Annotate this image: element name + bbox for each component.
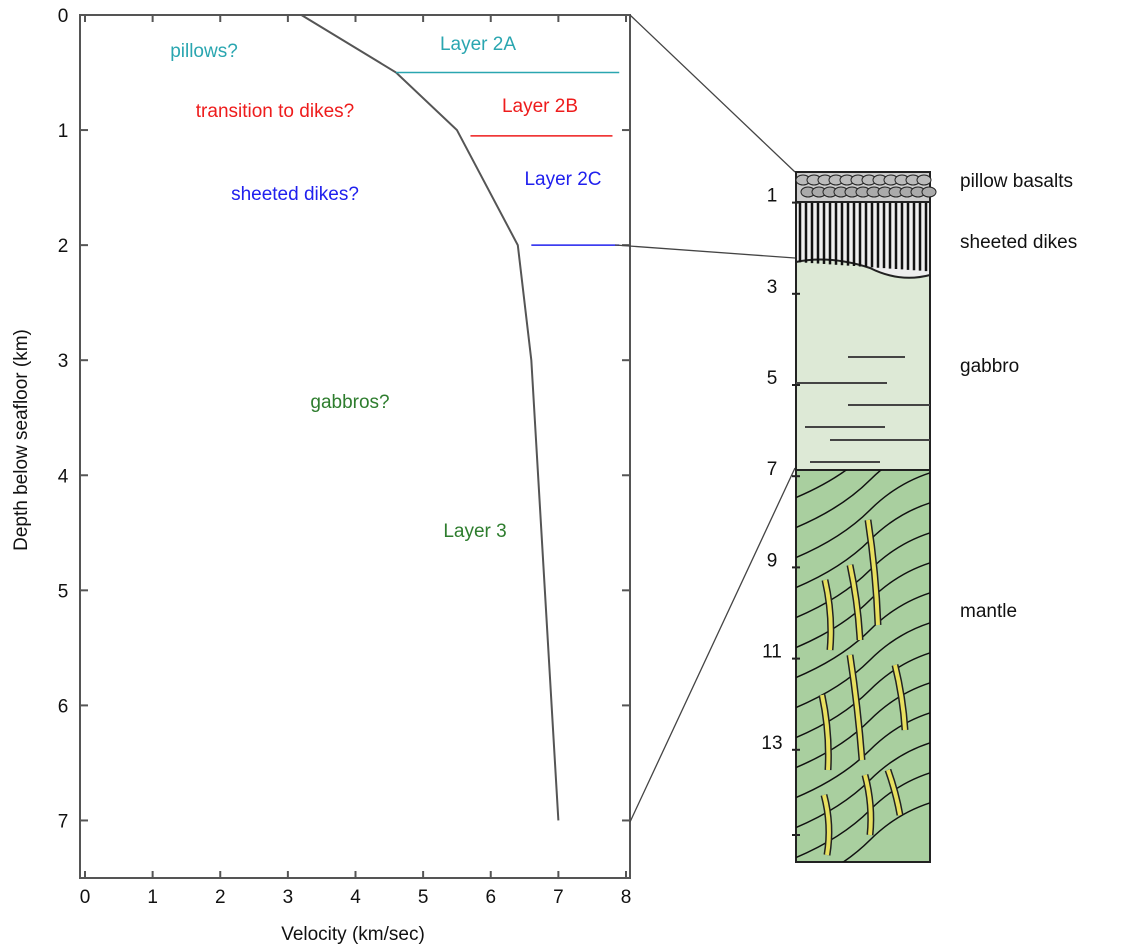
depth-label: 5 (767, 368, 778, 389)
connector (615, 245, 795, 258)
plot-frame (80, 15, 630, 878)
x-tick-label: 7 (553, 887, 564, 908)
y-tick-label: 7 (58, 811, 69, 832)
y-tick-label: 5 (58, 581, 69, 602)
annotation: pillows? (170, 41, 238, 62)
layer-label: Layer 2A (440, 34, 516, 55)
y-tick-label: 0 (58, 6, 69, 27)
rock-label: gabbro (960, 356, 1019, 377)
y-tick-label: 3 (58, 351, 69, 372)
pillow (922, 187, 936, 197)
y-tick-label: 4 (58, 466, 69, 487)
depth-label: 3 (767, 277, 778, 298)
y-tick-label: 2 (58, 236, 69, 257)
y-tick-label: 1 (58, 121, 69, 142)
x-tick-label: 6 (485, 887, 496, 908)
rock-label: sheeted dikes (960, 232, 1077, 253)
depth-label: 9 (767, 550, 778, 571)
y-tick-label: 6 (58, 696, 69, 717)
x-tick-label: 5 (418, 887, 429, 908)
x-tick-label: 0 (80, 887, 91, 908)
annotation: sheeted dikes? (231, 184, 359, 205)
x-tick-label: 8 (621, 887, 632, 908)
rock-label: mantle (960, 601, 1017, 622)
pillow (917, 175, 931, 185)
annotation: transition to dikes? (196, 101, 354, 122)
layer-label: Layer 2B (502, 96, 578, 117)
layer-label: Layer 2C (524, 169, 601, 190)
annotation: Layer 3 (443, 521, 506, 542)
x-axis-label: Velocity (km/sec) (281, 924, 425, 945)
x-tick-label: 1 (147, 887, 158, 908)
x-tick-label: 3 (283, 887, 294, 908)
annotation: gabbros? (310, 392, 389, 413)
x-tick-label: 4 (350, 887, 361, 908)
depth-label: 7 (767, 459, 778, 480)
depth-label: 13 (761, 733, 782, 754)
y-axis-label: Depth below seafloor (km) (11, 329, 32, 551)
gabbro-layer (796, 255, 930, 470)
chart: Velocity (km/sec) Depth below seafloor (… (0, 0, 1146, 946)
connector (630, 15, 795, 172)
rock-label: pillow basalts (960, 171, 1073, 192)
depth-label: 11 (762, 642, 782, 663)
depth-label: 1 (767, 186, 778, 207)
x-tick-label: 2 (215, 887, 226, 908)
